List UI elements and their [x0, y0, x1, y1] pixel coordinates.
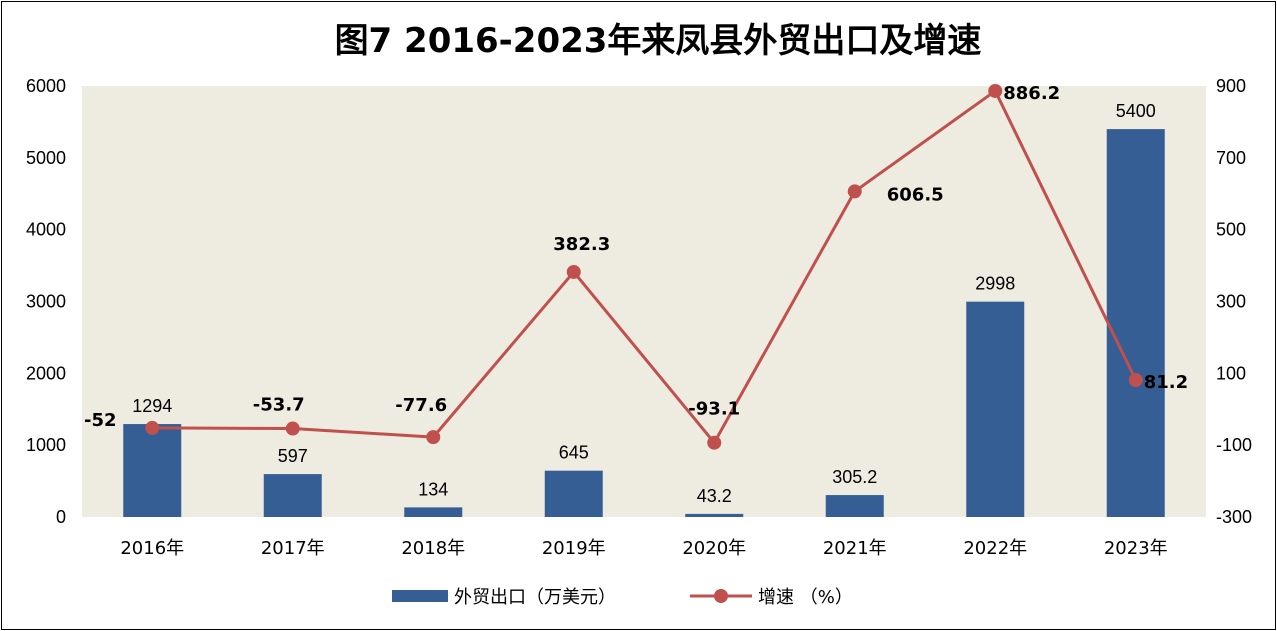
export-bar-label: 2998	[975, 274, 1015, 294]
x-category-label: 2017年	[261, 538, 325, 559]
export-bar	[1106, 129, 1165, 517]
export-bar-label: 5400	[1116, 101, 1156, 121]
x-category-label: 2020年	[682, 538, 746, 559]
growth-rate-point	[285, 421, 300, 436]
x-category-label: 2016年	[120, 538, 184, 559]
growth-rate-point	[566, 264, 581, 279]
legend-growth-marker	[714, 589, 728, 603]
export-bar	[825, 495, 884, 517]
export-bar	[263, 474, 322, 517]
x-category-label: 2023年	[1104, 538, 1168, 559]
growth-rate-point	[145, 420, 160, 435]
y-right-tick-label: 100	[1216, 363, 1246, 383]
y-right-tick-label: 900	[1216, 76, 1246, 96]
x-category-label: 2019年	[542, 538, 606, 559]
legend-export-swatch	[392, 590, 448, 602]
growth-rate-point	[847, 184, 862, 199]
export-bar	[966, 301, 1025, 517]
export-bar	[685, 513, 744, 517]
y-right-tick-label: -100	[1216, 435, 1252, 455]
export-bar-label: 43.2	[697, 486, 732, 506]
y-left-tick-label: 0	[56, 507, 66, 527]
export-bar-label: 597	[278, 446, 308, 466]
growth-rate-line	[152, 89, 1138, 445]
chart-title: 图7 2016-2023年来凤县外贸出口及增速	[335, 21, 982, 61]
export-bar	[404, 507, 463, 517]
export-bar-label: 134	[418, 479, 448, 499]
x-category-label: 2021年	[823, 538, 887, 559]
growth-rate-label: -52	[84, 410, 117, 431]
export-bar	[544, 470, 603, 517]
export-bar-label: 645	[559, 443, 589, 463]
growth-rate-label: -77.6	[395, 395, 447, 416]
growth-rate-label: -93.1	[688, 399, 740, 420]
growth-rate-label: 606.5	[887, 184, 944, 205]
legend-export-label: 外贸出口（万美元）	[454, 587, 616, 608]
growth-rate-point	[426, 430, 441, 445]
growth-rate-point	[1128, 373, 1143, 388]
growth-rate-label: 382.3	[553, 234, 610, 255]
y-left-tick-label: 2000	[26, 363, 66, 383]
growth-rate-label: -53.7	[253, 395, 305, 416]
y-left-tick-label: 4000	[26, 220, 66, 240]
growth-rate-point	[988, 83, 1003, 98]
y-left-tick-label: 5000	[26, 148, 66, 168]
y-right-tick-label: 700	[1216, 148, 1246, 168]
y-left-tick-label: 1000	[26, 435, 66, 455]
export-bar	[123, 424, 182, 517]
export-bar-label: 305.2	[832, 467, 877, 487]
plot-area	[82, 86, 1206, 517]
growth-rate-label: 886.2	[1003, 83, 1060, 104]
y-right-tick-label: 500	[1216, 220, 1246, 240]
growth-rate-label: 81.2	[1144, 372, 1188, 393]
growth-rate-point	[707, 435, 722, 450]
legend-growth-label: 增速 （%）	[758, 587, 853, 608]
x-category-label: 2022年	[963, 538, 1027, 559]
y-left-tick-label: 6000	[26, 76, 66, 96]
x-category-label: 2018年	[401, 538, 465, 559]
y-right-tick-label: 300	[1216, 292, 1246, 312]
y-right-tick-label: -300	[1216, 507, 1252, 527]
export-bar-label: 1294	[132, 396, 172, 416]
y-left-tick-label: 3000	[26, 292, 66, 312]
